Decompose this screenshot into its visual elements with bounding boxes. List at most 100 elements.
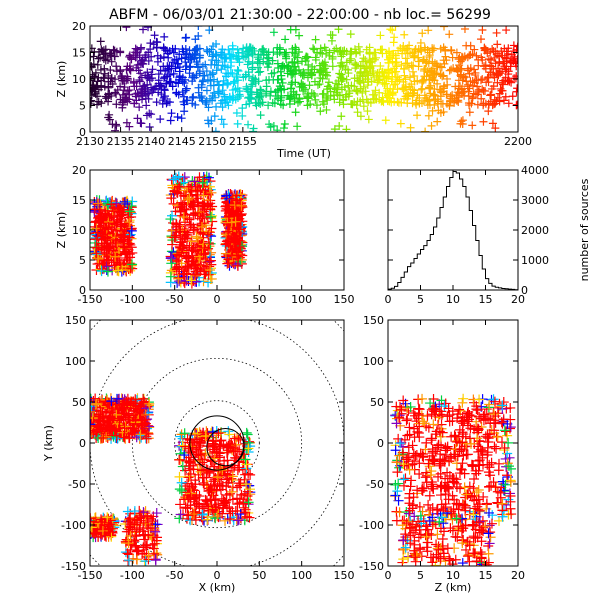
source-point — [400, 544, 411, 555]
source-point — [110, 423, 121, 434]
source-point — [95, 227, 106, 238]
source-point — [268, 56, 277, 65]
source-point — [264, 101, 273, 110]
source-point — [116, 47, 125, 56]
source-point — [359, 102, 368, 111]
y-tick-label: 20 — [72, 164, 86, 177]
source-point — [136, 60, 145, 69]
source-point — [234, 498, 245, 509]
source-point — [277, 75, 286, 84]
source-point — [464, 414, 475, 425]
source-point — [415, 529, 426, 540]
source-point — [102, 266, 113, 277]
source-point — [508, 92, 517, 101]
source-point — [208, 466, 219, 477]
source-point — [413, 91, 422, 100]
source-point — [208, 56, 217, 65]
source-point — [466, 64, 475, 73]
x-tick-label: 2155 — [229, 135, 257, 148]
source-point — [224, 429, 235, 440]
source-point — [430, 67, 439, 76]
source-point — [342, 125, 351, 132]
source-point — [174, 454, 185, 465]
source-point — [112, 89, 121, 98]
source-point — [413, 516, 424, 527]
source-point — [491, 59, 500, 68]
source-point — [177, 54, 186, 63]
source-point — [135, 429, 146, 440]
source-point — [234, 480, 245, 491]
source-point — [145, 123, 154, 132]
source-point — [178, 212, 189, 223]
source-point — [447, 46, 456, 55]
source-point — [242, 51, 251, 60]
source-point — [286, 93, 295, 102]
source-point — [194, 172, 205, 183]
source-point — [222, 69, 231, 78]
source-point — [302, 52, 311, 61]
x-tick-label: 0 — [385, 569, 392, 582]
source-point — [295, 94, 304, 103]
source-point — [223, 477, 234, 488]
source-point — [199, 76, 208, 85]
source-point — [219, 81, 228, 90]
source-point — [351, 60, 360, 69]
source-point — [462, 77, 471, 86]
source-point — [495, 487, 506, 498]
source-point — [98, 432, 109, 443]
source-point — [226, 250, 237, 261]
source-point — [117, 264, 128, 275]
source-point — [390, 64, 399, 73]
source-point — [184, 471, 195, 482]
source-point — [172, 249, 183, 260]
source-point — [454, 499, 465, 510]
source-point — [244, 87, 253, 96]
source-point — [320, 43, 329, 52]
source-point — [287, 70, 296, 79]
source-point — [493, 465, 504, 476]
source-point — [131, 89, 140, 98]
source-point — [91, 248, 102, 259]
source-point — [406, 123, 415, 132]
source-point — [457, 397, 468, 408]
source-point — [111, 214, 122, 225]
source-point — [428, 454, 439, 465]
source-point — [262, 89, 271, 98]
source-point — [441, 45, 450, 54]
source-point — [484, 399, 495, 410]
x-tick-label: -150 — [78, 569, 103, 582]
source-point — [99, 240, 110, 251]
source-point — [107, 57, 116, 66]
source-point — [206, 81, 215, 90]
y-tick-label: 150 — [65, 314, 86, 327]
source-point — [168, 174, 179, 185]
source-point — [452, 64, 461, 73]
source-point — [130, 82, 139, 91]
source-point — [493, 70, 502, 79]
source-point — [128, 403, 139, 414]
source-point — [156, 115, 165, 124]
source-point — [281, 35, 290, 44]
y-tick-label: 0 — [79, 284, 86, 297]
source-point — [404, 464, 415, 475]
source-point — [425, 51, 434, 60]
source-point — [115, 259, 126, 270]
source-point — [322, 50, 331, 59]
source-point — [464, 540, 475, 551]
source-point — [497, 511, 508, 522]
source-point — [513, 100, 518, 109]
source-point — [479, 117, 488, 126]
source-point — [204, 468, 215, 479]
y-tick-label: 5 — [79, 254, 86, 267]
source-point — [123, 204, 134, 215]
source-point — [99, 54, 108, 63]
source-point — [233, 478, 244, 489]
source-point — [452, 48, 461, 57]
source-point — [427, 503, 438, 514]
source-point — [465, 423, 476, 434]
source-point — [112, 433, 123, 444]
source-point — [486, 457, 497, 468]
source-point — [190, 269, 201, 280]
source-point — [199, 198, 210, 209]
